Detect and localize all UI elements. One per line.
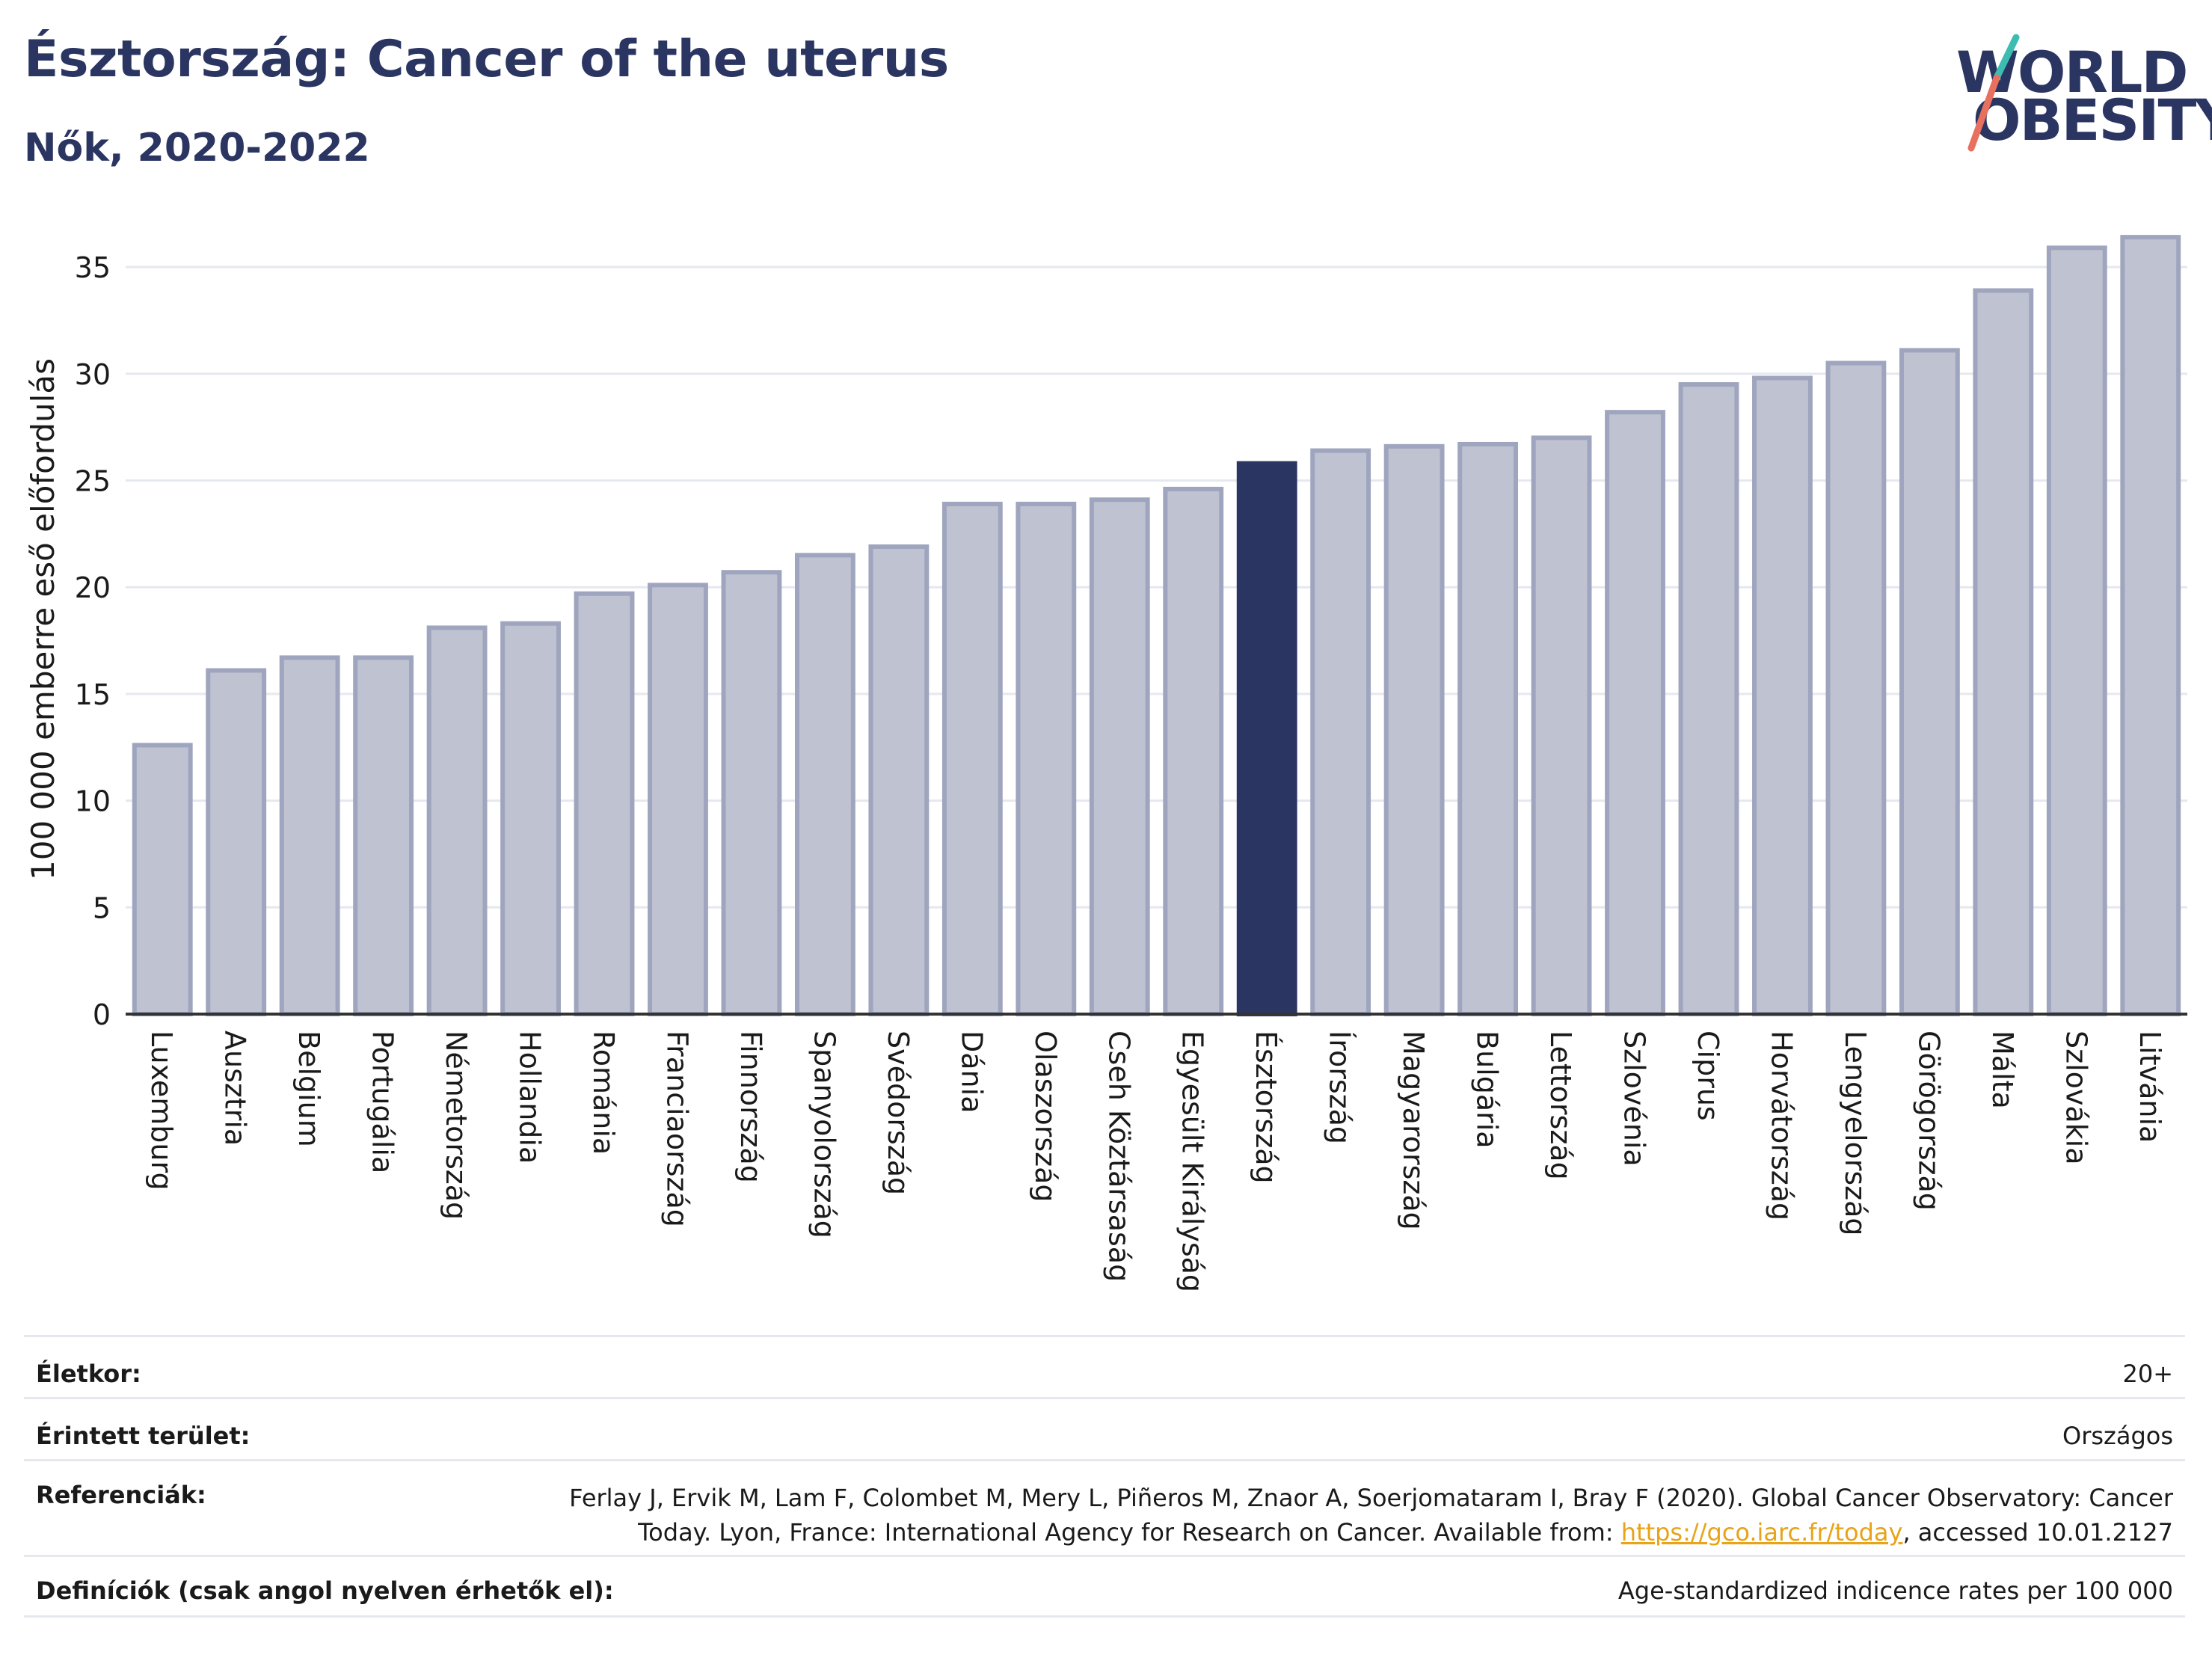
bar — [1310, 448, 1371, 1016]
bar — [279, 655, 340, 1016]
bar — [1163, 486, 1224, 1016]
y-tick-label: 15 — [75, 678, 111, 711]
x-tick-label: Lettország — [1544, 1031, 1577, 1180]
x-tick-label: Észtország — [1250, 1031, 1282, 1184]
x-tick-label: Egyesült Királyság — [1176, 1031, 1209, 1292]
x-tick-label: Litvánia — [2133, 1031, 2166, 1143]
x-tick-label: Belgium — [292, 1031, 325, 1147]
logo-slash-icon — [1967, 34, 2020, 152]
info-row-references: Referenciák: Ferlay J, Ervik M, Lam F, C… — [24, 1459, 2185, 1557]
x-tick-label: Görögország — [1912, 1031, 1945, 1211]
x-tick-label: Németország — [440, 1031, 473, 1220]
reference-line-1: Ferlay J, Ervik M, Lam F, Colombet M, Me… — [569, 1484, 2173, 1512]
x-tick-label: Portugália — [366, 1031, 399, 1173]
info-row-definitions: Definíciók (csak angol nyelven érhetők e… — [24, 1555, 2185, 1617]
chart-subtitle: Nők, 2020-2022 — [24, 126, 370, 171]
y-tick-label: 10 — [75, 785, 111, 818]
x-tick-label: Spanyolország — [808, 1031, 841, 1238]
bar — [2120, 235, 2181, 1017]
x-tick-label: Lengyelország — [1839, 1031, 1872, 1236]
x-tick-label: Ausztria — [219, 1031, 252, 1146]
bar — [1531, 435, 1592, 1016]
x-tick-label: Magyarország — [1397, 1031, 1430, 1230]
bar — [721, 570, 782, 1016]
x-tick-label: Finnország — [734, 1031, 767, 1183]
bar — [1089, 497, 1150, 1016]
bar — [2046, 245, 2107, 1016]
info-row-area: Érintett terület: Országos — [24, 1397, 2185, 1459]
y-tick-label: 30 — [75, 358, 111, 391]
info-row-age: Életkor: 20+ — [24, 1335, 2185, 1397]
logo-word-obesity: OBESITY — [1973, 87, 2212, 153]
y-tick-label: 5 — [93, 891, 111, 924]
x-tick-label: Szlovénia — [1618, 1031, 1651, 1167]
info-bottom-divider — [24, 1615, 2185, 1618]
bar — [1016, 501, 1077, 1016]
x-tick-label: Hollandia — [514, 1031, 547, 1164]
x-tick-label: Olaszország — [1029, 1031, 1062, 1203]
x-tick-label: Franciaország — [660, 1031, 693, 1227]
references-value: Ferlay J, Ervik M, Lam F, Colombet M, Me… — [569, 1481, 2173, 1550]
y-tick-label: 35 — [75, 251, 111, 284]
bar — [868, 544, 930, 1016]
x-tick-label: Horvátország — [1765, 1031, 1798, 1220]
logo-word-world: WORLD — [1956, 39, 2188, 105]
y-tick-label: 25 — [75, 464, 111, 497]
bar — [941, 501, 1003, 1016]
y-tick-label: 20 — [75, 571, 111, 604]
bar — [353, 655, 414, 1016]
x-tick-label: Cseh Köztársaság — [1102, 1031, 1135, 1282]
bar-chart: 0 5 10 15 20 25 30 35 100 000 emberre eső előfor… — [25, 235, 2187, 1292]
x-tick-label: Svédország — [882, 1031, 915, 1195]
definitions-label: Definíciók (csak angol nyelven érhetők e… — [36, 1576, 614, 1605]
reference-line-2-pre: Today. Lyon, France: International Agenc… — [638, 1518, 1621, 1547]
bar — [426, 625, 488, 1016]
area-label: Érintett terület: — [36, 1422, 251, 1450]
x-tick-label: Málta — [1986, 1031, 2019, 1109]
bar — [132, 743, 193, 1016]
chart-title: Észtország: Cancer of the uterus — [24, 30, 949, 89]
bar — [1678, 382, 1739, 1016]
x-tick-label: Luxemburg — [145, 1031, 178, 1191]
x-tick-label: Szlovákia — [2059, 1031, 2092, 1165]
world-obesity-logo: WORLD OBESITY — [1944, 33, 2212, 160]
bar — [1899, 348, 1960, 1017]
age-value: 20+ — [2122, 1360, 2173, 1388]
x-tick-label: Bulgária — [1471, 1031, 1504, 1149]
bar — [500, 621, 561, 1016]
reference-link[interactable]: https://gco.iarc.fr/today — [1620, 1518, 1903, 1547]
definitions-value: Age-standardized indicence rates per 100… — [1617, 1576, 2173, 1605]
x-tick-label: Írország — [1324, 1031, 1357, 1144]
references-label: Referenciák: — [36, 1481, 206, 1509]
bar — [1605, 410, 1665, 1017]
y-axis-label: 100 000 emberre eső előfordulás — [25, 358, 61, 880]
bar — [574, 591, 635, 1016]
bar-highlight — [1236, 461, 1297, 1016]
bar — [794, 553, 855, 1017]
bar — [1825, 360, 1887, 1017]
bar — [648, 583, 708, 1016]
y-tick-label: 0 — [93, 998, 111, 1031]
bar — [1973, 288, 2034, 1017]
bar — [1383, 443, 1445, 1017]
x-tick-label: Románia — [587, 1031, 620, 1155]
bar — [1457, 441, 1519, 1016]
bar — [1752, 375, 1813, 1017]
area-value: Országos — [2062, 1422, 2173, 1450]
age-label: Életkor: — [36, 1360, 141, 1388]
x-tick-label: Dánia — [955, 1031, 988, 1113]
reference-line-2-post: , accessed 10.01.2127 — [1902, 1518, 2173, 1547]
x-tick-label: Ciprus — [1692, 1031, 1724, 1121]
bar — [206, 668, 267, 1017]
